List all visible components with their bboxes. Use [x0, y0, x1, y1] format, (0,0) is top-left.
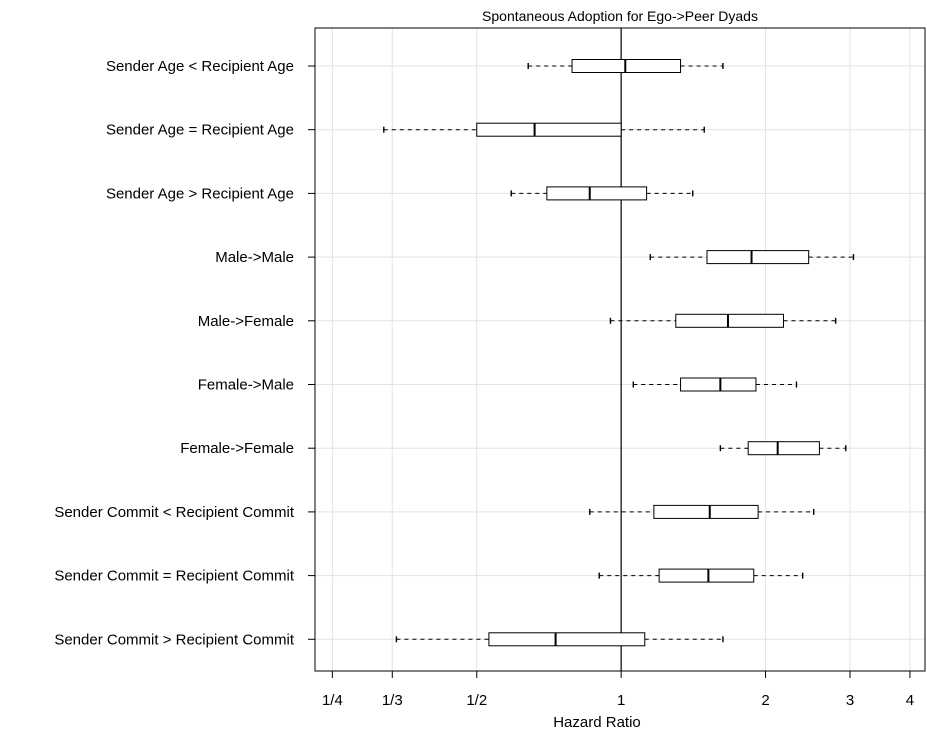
category-label-layer: Sender Age < Recipient Age Sender Age = R…	[54, 58, 315, 648]
category-label-9: Sender Commit > Recipient Commit	[54, 631, 294, 648]
x-tick-label-5: 3	[846, 692, 854, 709]
box-iqr	[653, 504, 759, 519]
box-layer	[383, 59, 855, 647]
box-7	[589, 504, 815, 519]
category-label-6: Female->Female	[180, 440, 294, 457]
x-tick-label-4: 2	[761, 692, 769, 709]
box-3	[649, 250, 855, 265]
box-iqr	[706, 250, 810, 265]
box-iqr	[675, 313, 784, 328]
x-tick-layer: 1/4 1/3 1/2 1 2 3 4	[322, 671, 914, 709]
box-iqr	[476, 122, 622, 137]
x-tick-label-2: 1/2	[466, 692, 487, 709]
box-4	[609, 313, 837, 328]
box-iqr	[747, 441, 820, 456]
box-8	[598, 568, 804, 583]
box-iqr	[571, 59, 682, 73]
category-label-8: Sender Commit = Recipient Commit	[54, 568, 294, 585]
box-2	[510, 186, 694, 201]
category-label-7: Sender Commit < Recipient Commit	[54, 504, 294, 521]
box-iqr	[680, 377, 757, 392]
box-1	[383, 122, 705, 137]
box-5	[632, 377, 798, 392]
box-iqr	[488, 632, 646, 647]
box-iqr	[546, 186, 648, 201]
x-tick-label-1: 1/3	[382, 692, 403, 709]
category-label-1: Sender Age = Recipient Age	[106, 122, 294, 139]
category-label-0: Sender Age < Recipient Age	[106, 58, 294, 75]
box-9	[395, 632, 724, 647]
plot-frame	[314, 27, 926, 672]
x-tick-label-6: 4	[906, 692, 914, 709]
category-label-2: Sender Age > Recipient Age	[106, 185, 294, 202]
category-label-4: Male->Female	[198, 313, 294, 330]
x-tick-label-3: 1	[617, 692, 625, 709]
box-0	[527, 59, 724, 73]
x-axis-label: Hazard Ratio	[553, 714, 641, 731]
box-6	[719, 441, 847, 456]
chart-title: Spontaneous Adoption for Ego->Peer Dyads	[482, 8, 758, 24]
x-tick-label-0: 1/4	[322, 692, 343, 709]
category-label-3: Male->Male	[215, 249, 294, 266]
category-label-5: Female->Male	[198, 377, 294, 394]
box-iqr	[658, 568, 755, 583]
